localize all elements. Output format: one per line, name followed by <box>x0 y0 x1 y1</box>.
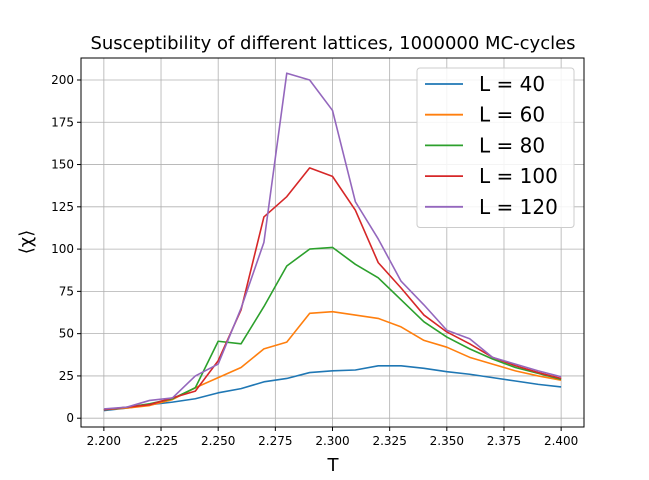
y-tick-label: 200 <box>51 73 74 87</box>
x-tick-label: 2.325 <box>372 434 406 448</box>
legend: L = 40 L = 60 L = 80 L = 100 L = 120 <box>416 67 575 228</box>
chart-title: Susceptibility of different lattices, 10… <box>90 33 575 54</box>
legend-label-2: L = 80 <box>479 133 545 157</box>
y-tick-label: 75 <box>59 284 74 298</box>
x-tick-label: 2.225 <box>144 434 178 448</box>
series-line-0 <box>103 364 562 412</box>
y-tick-label: 150 <box>51 158 74 172</box>
x-axis-ticks: 2.200 2.225 2.250 2.275 2.300 2.325 2.350 2.375… <box>87 427 578 448</box>
y-axis-label: ⟨χ⟩ <box>16 230 37 254</box>
x-tick-label: 2.250 <box>201 434 235 448</box>
legend-label-1: L = 60 <box>479 103 545 127</box>
x-tick-label: 2.275 <box>258 434 292 448</box>
x-tick-label: 2.400 <box>544 434 578 448</box>
x-tick-label: 2.375 <box>487 434 521 448</box>
y-tick-label: 25 <box>59 369 74 383</box>
legend-label-0: L = 40 <box>479 72 545 96</box>
y-tick-label: 175 <box>51 115 74 129</box>
y-tick-label: 0 <box>66 411 74 425</box>
y-tick-label: 50 <box>59 327 74 341</box>
series-lines <box>103 72 562 412</box>
legend-label-4: L = 120 <box>479 195 558 219</box>
legend-label-3: L = 100 <box>479 164 558 188</box>
y-axis-ticks: 0 25 50 75 100 125 150 175 200 <box>51 73 81 425</box>
x-tick-label: 2.300 <box>315 434 349 448</box>
x-axis-label: T <box>327 455 340 476</box>
series-line-3 <box>103 167 562 411</box>
y-tick-label: 125 <box>51 200 74 214</box>
x-tick-label: 2.350 <box>430 434 464 448</box>
y-tick-label: 100 <box>51 242 74 256</box>
x-tick-label: 2.200 <box>87 434 121 448</box>
series-line-4 <box>103 72 562 410</box>
legend-box <box>416 67 575 228</box>
